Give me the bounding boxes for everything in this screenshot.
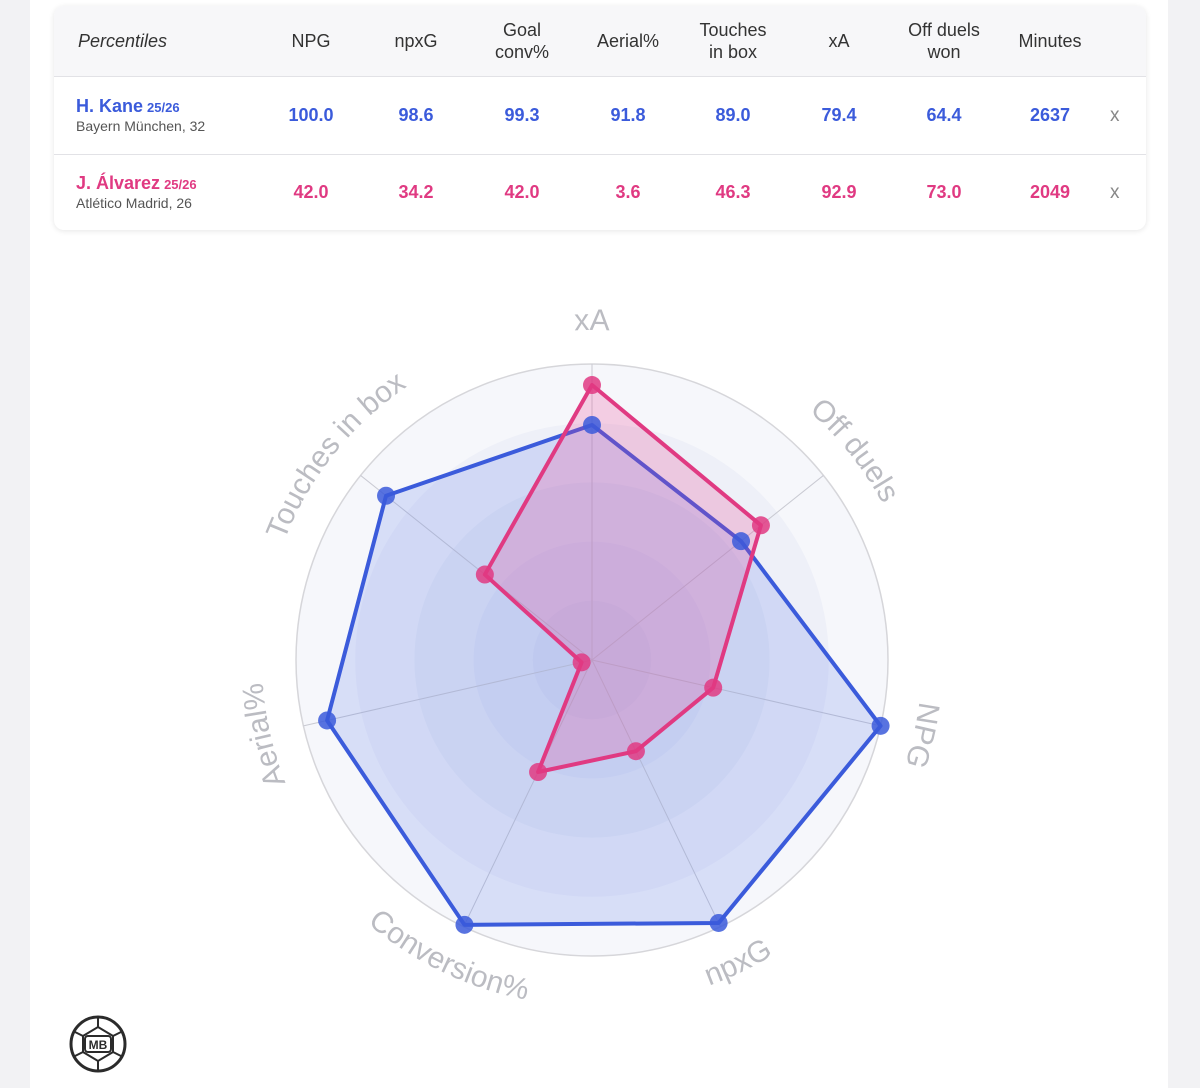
player-2-name: J. Álvarez (76, 173, 161, 193)
comparison-table: Percentiles NPG npxG Goal conv% Aerial% Touch… (54, 6, 1146, 230)
player-1-info: H. Kane 25/26 Bayern München, 32 (76, 77, 205, 154)
series-1-point (583, 415, 601, 434)
radar-spoke (591, 659, 721, 927)
player-2-value: 2049 (1029, 182, 1071, 202)
remove-player-2-button[interactable]: x (1110, 181, 1120, 203)
percentiles-label: Percentiles (78, 30, 168, 51)
series-1-point (871, 716, 890, 735)
series-1-point (732, 532, 751, 551)
radar-spoke (463, 659, 593, 927)
column-header-2[interactable]: Goal conv% (462, 6, 582, 76)
series-1-point (709, 913, 728, 932)
column-header-line2: conv% (494, 42, 550, 62)
axis-label-text: NPG (898, 700, 945, 772)
axis-label: xA (574, 304, 610, 338)
page: Percentiles NPG npxG Goal conv% Aerial% Touch… (30, 0, 1168, 1088)
series-2-point (583, 376, 601, 395)
radar-spoke (360, 475, 593, 661)
column-header-line1: NPG (291, 31, 331, 51)
player-2-value: 42.0 (293, 182, 329, 202)
player-2-season: 25/26 (164, 177, 197, 192)
player-2-value: 34.2 (398, 182, 434, 202)
series-2-point (626, 742, 645, 761)
player-1-value: 64.4 (926, 105, 962, 125)
player-2-value: 3.6 (615, 182, 641, 202)
radar-spoke (591, 659, 881, 727)
series-polygon-2 (482, 383, 763, 775)
series-1-point (318, 711, 337, 730)
axis-label: npxG (700, 932, 777, 992)
axis-label: Aerial% (237, 682, 292, 792)
series-1-point (377, 486, 396, 505)
series-2-point (475, 565, 494, 584)
player-1-name: H. Kane (76, 96, 144, 116)
axis-label: NPG (898, 700, 945, 772)
player-1-value: 100.0 (288, 105, 334, 125)
column-header-line1: Minutes (1018, 31, 1082, 51)
column-header-line2: won (927, 42, 961, 62)
player-2-value: 73.0 (926, 182, 962, 202)
column-header-line1: Off duels (908, 20, 980, 40)
column-header-1[interactable]: npxG (356, 6, 476, 76)
column-header-line1: npxG (394, 31, 438, 51)
column-header-3[interactable]: Aerial% (568, 6, 688, 76)
column-header-5[interactable]: xA (779, 6, 899, 76)
radar-spoke (591, 475, 824, 661)
column-header-line1: Goal (502, 20, 542, 40)
column-header-4[interactable]: Touches in box (673, 6, 793, 76)
series-2-point (751, 516, 770, 535)
player-1-value: 98.6 (398, 105, 434, 125)
player-1-value: 2637 (1029, 105, 1071, 125)
axis-label-text: xA (574, 304, 610, 338)
mb-logo: MB (69, 1015, 127, 1073)
axis-label-text: Aerial% (237, 682, 292, 792)
player-2-team: Atlético Madrid, 26 (76, 195, 192, 211)
table-row-player-1: H. Kane 25/26 Bayern München, 32 x 100.0 9… (54, 77, 1146, 155)
player-2-value: 92.9 (821, 182, 857, 202)
radar-spoke (303, 659, 593, 727)
column-header-line1: Touches (699, 20, 767, 40)
series-2-point (572, 653, 591, 672)
player-2-info: J. Álvarez 25/26 Atlético Madrid, 26 (76, 155, 197, 230)
player-1-value: 91.8 (610, 105, 646, 125)
player-2-value: 46.3 (715, 182, 751, 202)
column-header-line1: xA (828, 31, 850, 51)
table-row-player-2: J. Álvarez 25/26 Atlético Madrid, 26 x 42… (54, 155, 1146, 230)
column-header-line2: in box (708, 42, 758, 62)
remove-player-1-button[interactable]: x (1110, 104, 1120, 126)
column-header-6[interactable]: Off duels won (884, 6, 1004, 76)
series-2-point (529, 763, 548, 782)
player-1-team: Bayern München, 32 (76, 118, 206, 134)
player-1-value: 79.4 (821, 105, 857, 125)
logo-text: MB (89, 1038, 108, 1052)
player-2-value: 42.0 (504, 182, 540, 202)
series-2-point (704, 678, 723, 697)
table-header-row: Percentiles NPG npxG Goal conv% Aerial% Touch… (54, 6, 1146, 77)
column-header-line1: Aerial% (596, 31, 660, 51)
axis-label-text: npxG (700, 932, 777, 992)
player-1-value: 89.0 (715, 105, 751, 125)
column-header-7[interactable]: Minutes (990, 6, 1110, 76)
player-1-value: 99.3 (504, 105, 540, 125)
player-1-season: 25/26 (147, 100, 180, 115)
series-1-point (455, 915, 474, 934)
column-header-0[interactable]: NPG (251, 6, 371, 76)
